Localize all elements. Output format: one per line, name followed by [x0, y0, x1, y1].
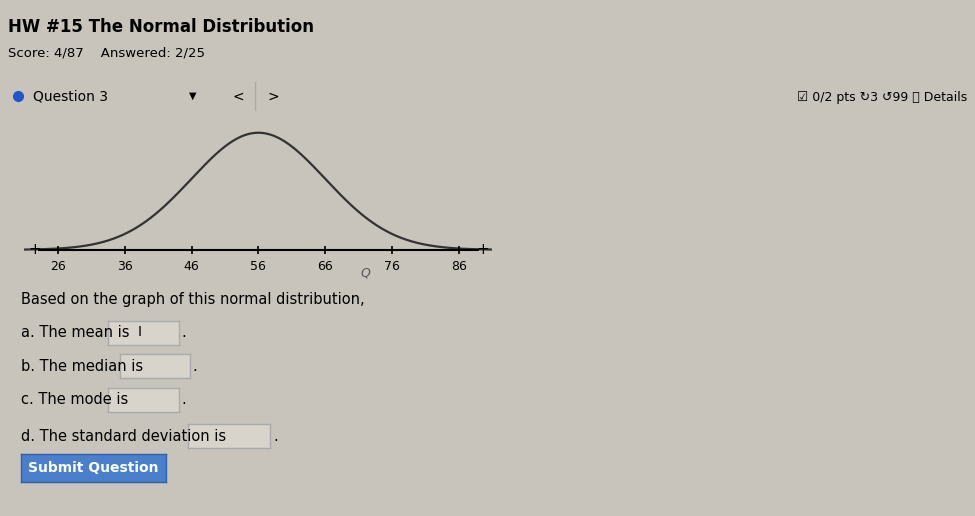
Text: Submit Question: Submit Question	[28, 461, 159, 475]
Text: <: <	[232, 89, 244, 103]
Text: Based on the graph of this normal distribution,: Based on the graph of this normal distri…	[21, 292, 365, 307]
Text: 36: 36	[117, 260, 133, 273]
Text: .: .	[273, 428, 278, 444]
Text: 76: 76	[384, 260, 400, 273]
Text: +: +	[476, 243, 488, 257]
Text: >: >	[267, 89, 279, 103]
Text: .: .	[181, 392, 186, 408]
Text: 56: 56	[251, 260, 266, 273]
Text: 86: 86	[451, 260, 467, 273]
Text: Q: Q	[361, 266, 370, 279]
Text: Question 3: Question 3	[33, 89, 108, 103]
Text: .: .	[181, 325, 186, 341]
Text: 66: 66	[317, 260, 333, 273]
Text: I: I	[138, 325, 142, 338]
Text: b. The median is: b. The median is	[21, 359, 143, 374]
Text: a. The mean is: a. The mean is	[21, 325, 130, 341]
Text: HW #15 The Normal Distribution: HW #15 The Normal Distribution	[8, 18, 314, 36]
Text: ☑ 0/2 pts ↻3 ↺99 ⓘ Details: ☑ 0/2 pts ↻3 ↺99 ⓘ Details	[797, 90, 967, 104]
Text: .: .	[193, 359, 198, 374]
Text: d. The standard deviation is: d. The standard deviation is	[21, 428, 226, 444]
Text: Score: 4/87    Answered: 2/25: Score: 4/87 Answered: 2/25	[8, 46, 205, 59]
Text: c. The mode is: c. The mode is	[21, 392, 129, 408]
Text: +: +	[28, 243, 41, 257]
Text: 26: 26	[50, 260, 65, 273]
Text: 46: 46	[183, 260, 200, 273]
Text: ▼: ▼	[188, 91, 196, 101]
